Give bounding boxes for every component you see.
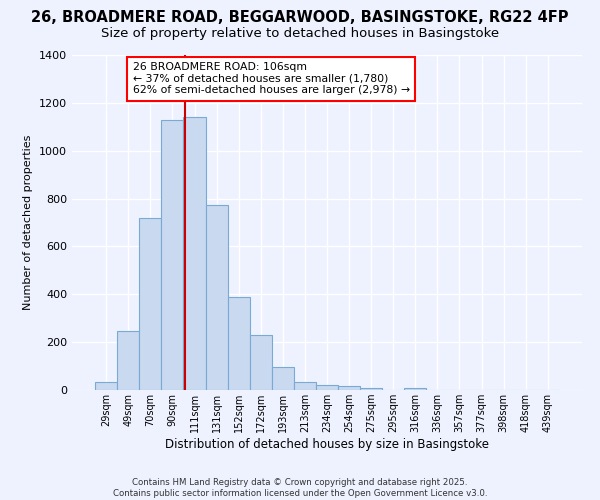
Bar xyxy=(139,218,161,390)
Bar xyxy=(95,382,117,390)
Text: Contains HM Land Registry data © Crown copyright and database right 2025.
Contai: Contains HM Land Registry data © Crown c… xyxy=(113,478,487,498)
Bar xyxy=(227,296,250,390)
Text: 26 BROADMERE ROAD: 106sqm
← 37% of detached houses are smaller (1,780)
62% of se: 26 BROADMERE ROAD: 106sqm ← 37% of detac… xyxy=(133,62,410,96)
Y-axis label: Number of detached properties: Number of detached properties xyxy=(23,135,34,310)
Bar xyxy=(316,385,338,390)
Bar xyxy=(338,386,360,390)
Bar xyxy=(161,120,184,390)
X-axis label: Distribution of detached houses by size in Basingstoke: Distribution of detached houses by size … xyxy=(165,438,489,451)
Bar xyxy=(272,368,294,390)
Bar xyxy=(404,388,427,390)
Bar xyxy=(184,117,206,390)
Bar xyxy=(117,332,139,390)
Bar xyxy=(206,204,227,390)
Text: Size of property relative to detached houses in Basingstoke: Size of property relative to detached ho… xyxy=(101,28,499,40)
Bar xyxy=(360,388,382,390)
Bar xyxy=(294,382,316,390)
Text: 26, BROADMERE ROAD, BEGGARWOOD, BASINGSTOKE, RG22 4FP: 26, BROADMERE ROAD, BEGGARWOOD, BASINGST… xyxy=(31,10,569,25)
Bar xyxy=(250,335,272,390)
